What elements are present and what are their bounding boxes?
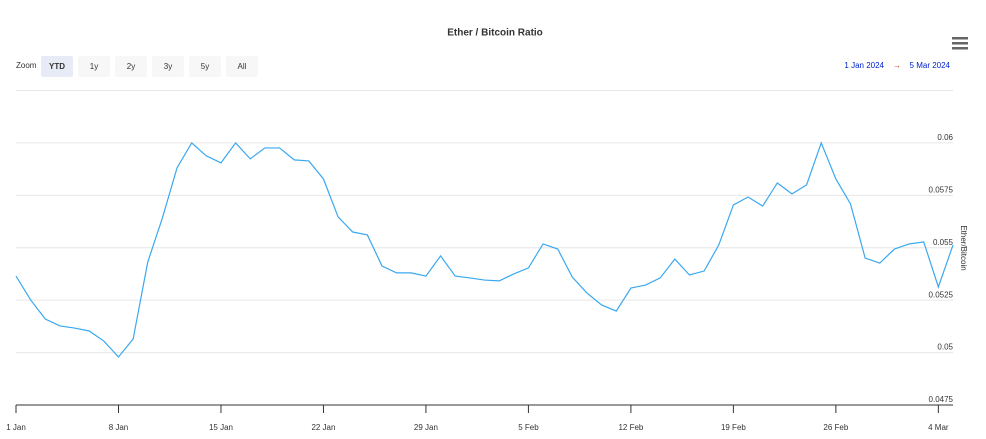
- x-tick-label: 29 Jan: [414, 423, 438, 432]
- chart-title: Ether / Bitcoin Ratio: [447, 28, 543, 39]
- x-tick-label: 19 Feb: [721, 423, 746, 432]
- menu-button[interactable]: [952, 37, 968, 50]
- x-tick-label: 22 Jan: [311, 423, 335, 432]
- range-button-label[interactable]: 3y: [164, 62, 172, 71]
- range-button[interactable]: [115, 56, 147, 77]
- range-button[interactable]: [41, 56, 73, 77]
- range-button-label[interactable]: 5y: [201, 62, 209, 71]
- range-button-label[interactable]: 1y: [90, 62, 98, 71]
- zoom-label: Zoom: [16, 61, 37, 70]
- y-tick-label: 0.0525: [929, 290, 954, 299]
- y-tick-label: 0.0575: [929, 185, 954, 194]
- range-from[interactable]: 1 Jan 2024: [844, 61, 884, 70]
- x-tick-label: 8 Jan: [109, 423, 129, 432]
- x-tick-label: 12 Feb: [618, 423, 643, 432]
- range-arrow: →: [893, 61, 901, 70]
- x-tick-label: 5 Feb: [518, 423, 539, 432]
- x-tick-label: 26 Feb: [823, 423, 848, 432]
- range-button[interactable]: [189, 56, 221, 77]
- x-tick-label: 15 Jan: [209, 423, 233, 432]
- range-button-label[interactable]: All: [238, 62, 247, 71]
- range-button[interactable]: [226, 56, 258, 77]
- x-tick-label: 1 Jan: [6, 423, 26, 432]
- y-tick-label: 0.0475: [929, 395, 954, 404]
- range-button[interactable]: [152, 56, 184, 77]
- y-tick-label: 0.05: [937, 343, 953, 352]
- y-tick-label: 0.055: [933, 238, 954, 247]
- y-axis-title: Ether/Bitcoin: [959, 225, 968, 270]
- range-button-label[interactable]: YTD: [49, 62, 65, 71]
- x-tick-label: 4 Mar: [928, 423, 949, 432]
- range-to[interactable]: 5 Mar 2024: [910, 61, 951, 70]
- series-line: [15, 141, 954, 358]
- range-button[interactable]: [78, 56, 110, 77]
- y-tick-label: 0.06: [937, 133, 953, 142]
- range-button-label[interactable]: 2y: [127, 62, 135, 71]
